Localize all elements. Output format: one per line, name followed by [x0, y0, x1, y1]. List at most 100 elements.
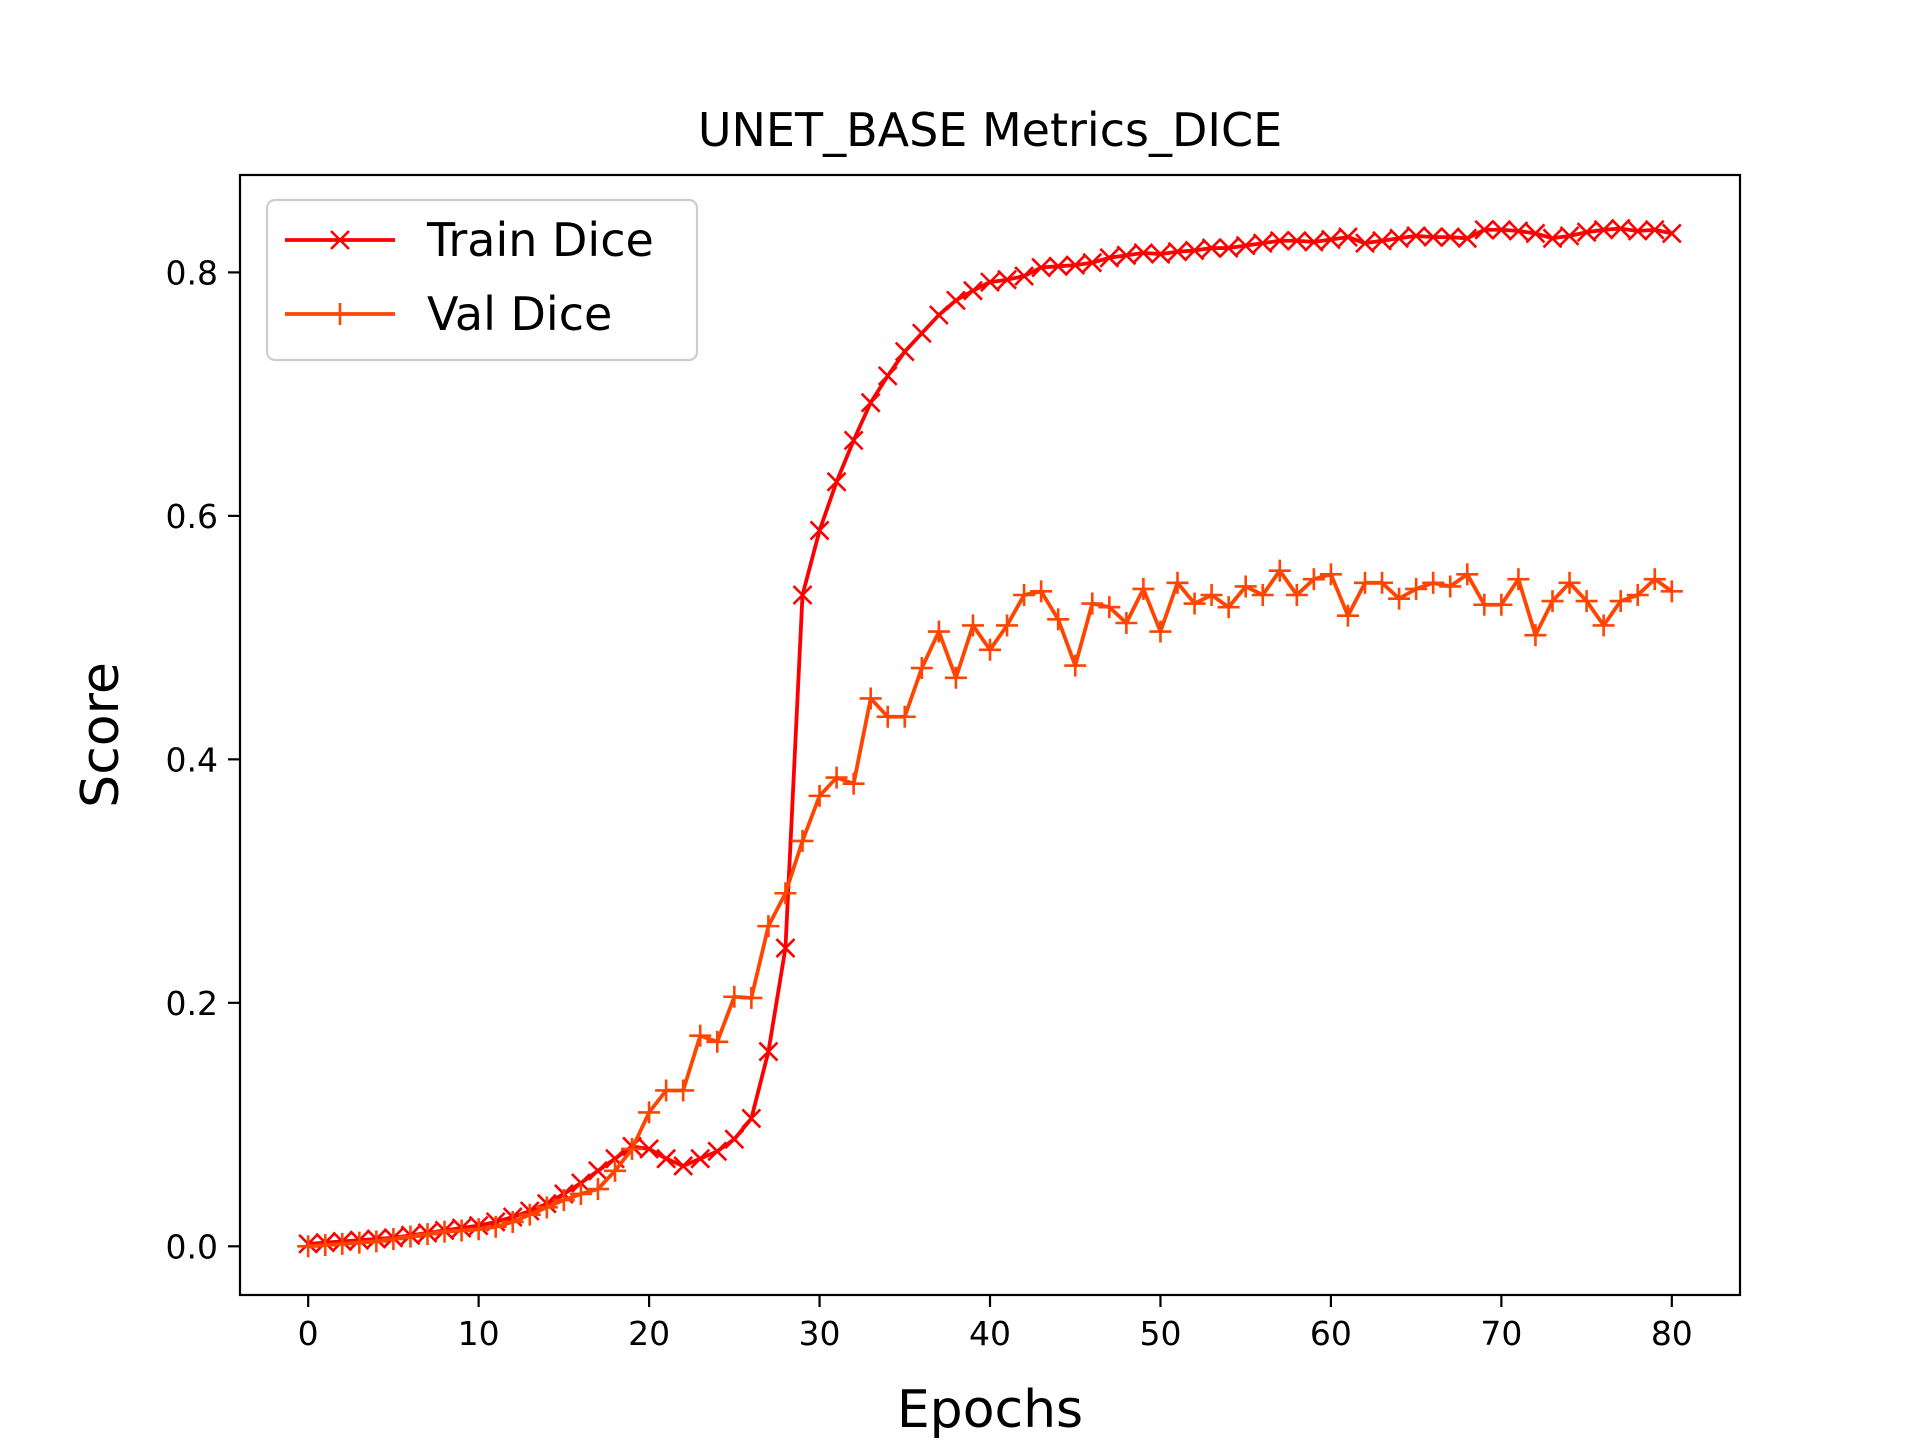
- data-point-train-dice: [809, 520, 830, 541]
- data-point-val-dice: [689, 1024, 712, 1047]
- data-point-val-dice: [1319, 563, 1342, 586]
- data-point-val-dice: [1405, 577, 1428, 600]
- data-point-val-dice: [621, 1137, 644, 1160]
- data-point-val-dice: [638, 1101, 661, 1124]
- data-point-train-dice: [1269, 230, 1290, 251]
- data-point-train-dice: [1355, 233, 1375, 254]
- data-point-train-dice: [656, 1148, 677, 1169]
- data-point-train-dice: [1508, 221, 1529, 241]
- data-point-val-dice: [927, 620, 950, 643]
- data-point-train-dice: [826, 471, 847, 492]
- series-group: [297, 218, 1683, 1258]
- data-point-train-dice: [860, 392, 881, 413]
- data-point-val-dice: [1030, 580, 1053, 603]
- data-point-train-dice: [997, 269, 1017, 290]
- x-tick-label: 50: [1139, 1314, 1181, 1353]
- data-point-val-dice: [1064, 654, 1087, 677]
- data-point-val-dice: [1643, 568, 1666, 591]
- data-point-val-dice: [1115, 612, 1138, 634]
- data-point-val-dice: [1217, 596, 1240, 619]
- data-point-val-dice: [1251, 584, 1274, 606]
- data-point-val-dice: [1575, 590, 1598, 613]
- data-point-train-dice: [1150, 244, 1171, 265]
- data-point-val-dice: [1388, 587, 1411, 610]
- data-point-val-dice: [1302, 568, 1325, 591]
- data-point-val-dice: [808, 784, 831, 807]
- data-point-train-dice: [1610, 218, 1631, 239]
- y-tick-label: 0.4: [166, 740, 218, 779]
- data-point-val-dice: [604, 1159, 626, 1182]
- y-tick-label: 0.6: [166, 497, 218, 536]
- data-point-train-dice: [1338, 227, 1358, 248]
- data-point-val-dice: [910, 657, 933, 680]
- data-point-train-dice: [911, 323, 932, 344]
- data-point-train-dice: [1235, 235, 1256, 256]
- data-point-val-dice: [1592, 614, 1615, 637]
- plot-frame: [238, 173, 1742, 1297]
- data-point-train-dice: [1099, 247, 1120, 268]
- x-tick-label: 20: [628, 1314, 670, 1353]
- data-point-val-dice: [1541, 590, 1564, 613]
- data-point-train-dice: [1082, 252, 1103, 273]
- data-point-train-dice: [1303, 232, 1324, 252]
- data-point-train-dice: [963, 280, 983, 301]
- x-tick-label: 80: [1651, 1314, 1693, 1353]
- data-point-val-dice: [552, 1189, 575, 1212]
- data-point-val-dice: [1081, 592, 1104, 615]
- data-point-train-dice: [1406, 225, 1427, 246]
- data-point-train-dice: [1491, 219, 1512, 240]
- data-point-train-dice: [1184, 240, 1205, 261]
- data-point-val-dice: [1507, 568, 1530, 591]
- data-point-val-dice: [535, 1196, 558, 1219]
- data-point-val-dice: [1098, 596, 1121, 619]
- data-point-train-dice: [1593, 219, 1614, 240]
- data-point-val-dice: [1149, 620, 1172, 643]
- legend: Train Dice Val Dice: [265, 198, 699, 362]
- chart-title: UNET_BASE Metrics_DICE: [698, 103, 1282, 157]
- data-point-train-dice: [1320, 229, 1341, 250]
- data-point-train-dice: [928, 305, 949, 325]
- data-point-val-dice: [706, 1030, 729, 1053]
- legend-label-train-dice: Train Dice: [426, 213, 654, 267]
- data-point-val-dice: [569, 1182, 592, 1205]
- data-point-train-dice: [1031, 257, 1052, 278]
- data-point-val-dice: [1013, 584, 1036, 606]
- data-point-val-dice: [1524, 624, 1547, 647]
- data-point-val-dice: [774, 882, 797, 905]
- data-point-train-dice: [1286, 230, 1307, 251]
- y-axis-ticks: 0.0 0.2 0.4 0.6 0.8: [166, 253, 240, 1266]
- x-tick-label: 10: [458, 1314, 500, 1353]
- data-point-val-dice: [484, 1215, 507, 1238]
- data-point-val-dice: [944, 666, 967, 689]
- data-point-val-dice: [1047, 608, 1070, 631]
- data-point-val-dice: [1626, 584, 1649, 606]
- legend-label-val-dice: Val Dice: [427, 287, 612, 341]
- data-point-train-dice: [707, 1141, 728, 1162]
- data-point-train-dice: [1218, 238, 1239, 258]
- data-point-train-dice: [1627, 221, 1648, 241]
- data-point-val-dice: [1371, 571, 1394, 594]
- data-point-val-dice: [893, 705, 916, 728]
- y-tick-label: 0.8: [166, 253, 218, 292]
- data-point-val-dice: [1422, 571, 1445, 594]
- data-point-train-dice: [1661, 223, 1682, 244]
- data-point-val-dice: [1439, 575, 1462, 598]
- data-point-train-dice: [724, 1129, 745, 1150]
- data-point-train-dice: [1559, 225, 1580, 246]
- x-tick-label: 40: [969, 1314, 1011, 1353]
- legend-swatch-train-dice: [285, 230, 395, 250]
- x-tick-label: 70: [1480, 1314, 1522, 1353]
- data-point-train-dice: [877, 365, 898, 386]
- data-point-val-dice: [518, 1203, 541, 1226]
- data-point-val-dice: [740, 986, 763, 1009]
- x-tick-label: 60: [1310, 1314, 1352, 1353]
- data-point-train-dice: [1474, 219, 1495, 240]
- data-point-train-dice: [758, 1041, 779, 1062]
- data-point-val-dice: [1200, 584, 1223, 606]
- data-point-val-dice: [825, 766, 848, 789]
- y-tick-label: 0.0: [166, 1227, 218, 1266]
- data-point-train-dice: [980, 272, 1000, 293]
- y-tick-label: 0.2: [166, 984, 218, 1023]
